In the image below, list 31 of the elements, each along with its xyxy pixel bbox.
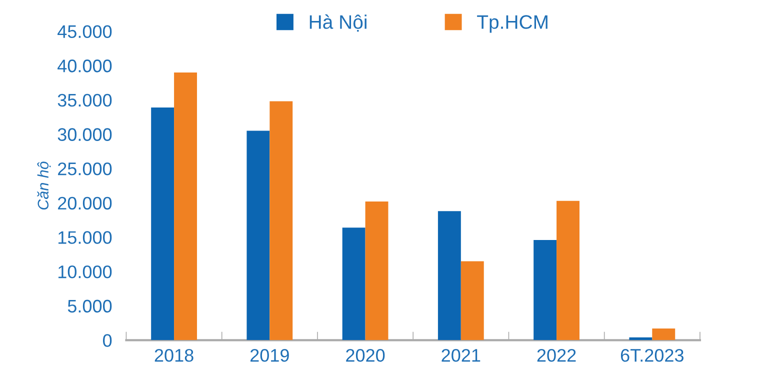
x-tick-label: 6T.2023	[620, 348, 684, 362]
x-tick-label: 2018	[154, 348, 194, 362]
bar	[365, 202, 388, 340]
y-tick-label: 20.000	[58, 196, 112, 210]
bar	[460, 261, 484, 340]
bar	[652, 328, 676, 340]
y-tick-label: 0	[103, 334, 112, 347]
bar	[629, 337, 652, 340]
legend-label: Hà Nội	[310, 14, 366, 32]
y-tick-label: 10.000	[58, 265, 112, 278]
bar	[534, 240, 557, 340]
y-tick-label: 45.000	[58, 25, 112, 38]
y-tick-label: 35.000	[58, 94, 112, 107]
bar	[151, 107, 174, 340]
bar	[270, 101, 293, 340]
y-tick-label: 15.000	[58, 231, 112, 244]
y-tick-label: 5.000	[68, 300, 112, 313]
y-tick-label: 30.000	[58, 128, 112, 141]
x-tick-label: 2019	[250, 348, 289, 362]
bar	[556, 200, 580, 340]
x-tick-label: 2021	[442, 348, 480, 362]
bar	[438, 211, 461, 340]
bar	[342, 228, 366, 340]
y-axis-title: Căn hộ	[37, 162, 51, 210]
x-tick-label: 2022	[537, 348, 576, 362]
legend-label: Tp.HCM	[477, 15, 548, 33]
bar	[174, 72, 197, 340]
x-tick-label: 2020	[346, 348, 385, 362]
bar	[246, 130, 270, 340]
y-tick-label: 40.000	[58, 60, 112, 72]
y-tick-label: 25.000	[58, 162, 112, 176]
